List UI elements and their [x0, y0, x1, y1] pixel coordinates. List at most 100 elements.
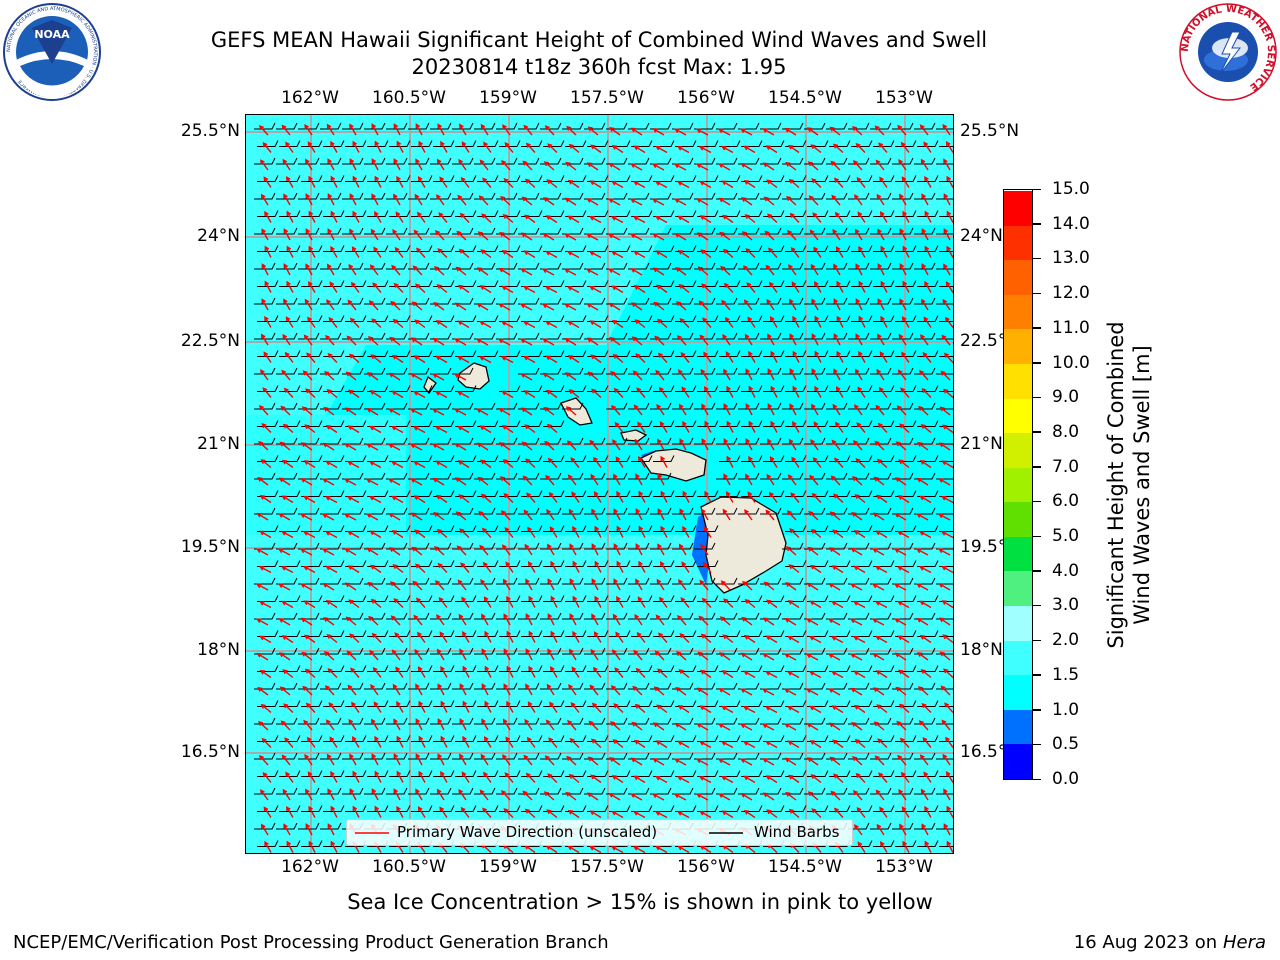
wave-direction-arrow	[634, 438, 643, 451]
wind-barb	[518, 122, 540, 130]
wind-barb	[455, 140, 477, 147]
wave-direction-arrow	[459, 212, 470, 223]
wind-barb	[829, 210, 851, 217]
wave-direction-arrow	[740, 688, 753, 696]
wind-barb	[873, 805, 895, 812]
wave-direction-arrow	[872, 618, 885, 626]
wave-direction-arrow	[742, 265, 753, 276]
wind-barb	[873, 385, 895, 392]
wave-direction-arrow	[346, 650, 357, 661]
wind-barb	[807, 350, 829, 357]
wind-barb	[672, 577, 694, 585]
wave-direction-arrow	[657, 543, 665, 556]
wave-direction-arrow	[633, 846, 646, 853]
wave-direction-arrow	[873, 476, 885, 486]
wind-barb	[628, 542, 650, 550]
wind-barb	[675, 560, 697, 567]
wave-direction-arrow	[462, 665, 470, 678]
wind-barb	[851, 280, 873, 287]
wind-barb	[895, 210, 917, 217]
wave-direction-arrow	[787, 144, 800, 154]
wave-direction-arrow	[923, 771, 932, 783]
wave-direction-arrow	[591, 613, 599, 626]
wave-direction-arrow	[545, 719, 555, 731]
wind-barb	[257, 350, 279, 357]
colorbar-segment	[1004, 501, 1032, 537]
wave-direction-arrow	[543, 161, 555, 171]
wave-direction-arrow	[391, 530, 404, 539]
wind-barb	[650, 542, 672, 550]
wind-barb	[675, 595, 697, 602]
wind-barb	[301, 840, 323, 847]
wave-direction-arrow	[479, 789, 489, 801]
wave-direction-arrow	[506, 700, 514, 713]
wave-direction-arrow	[828, 618, 841, 626]
wave-direction-arrow	[814, 280, 822, 293]
wave-direction-arrow	[920, 298, 929, 311]
wave-direction-arrow	[899, 737, 910, 748]
wave-direction-arrow	[924, 210, 932, 223]
wind-barb	[628, 437, 650, 445]
wave-direction-arrow	[593, 491, 602, 503]
wave-direction-arrow	[483, 596, 492, 608]
wave-direction-arrow	[698, 615, 709, 626]
wave-direction-arrow	[546, 179, 558, 189]
wave-direction-arrow	[920, 334, 929, 346]
wave-direction-arrow	[543, 406, 555, 416]
wave-direction-arrow	[832, 403, 841, 416]
wave-direction-arrow	[261, 298, 269, 311]
wave-direction-arrow	[677, 146, 690, 154]
wind-barb	[587, 665, 609, 672]
wind-barb	[807, 245, 829, 252]
wave-direction-arrow	[462, 735, 470, 748]
wave-direction-arrow	[417, 176, 426, 188]
wave-direction-arrow	[415, 597, 426, 608]
wind-barb	[254, 787, 276, 795]
wave-direction-arrow	[722, 214, 734, 224]
wind-barb	[389, 175, 411, 182]
wind-barb	[782, 367, 804, 375]
wave-direction-arrow	[349, 753, 357, 766]
wind-barb	[386, 647, 408, 655]
wave-direction-arrow	[396, 770, 404, 783]
wave-direction-arrow	[304, 424, 316, 434]
wave-direction-arrow	[417, 211, 426, 223]
wind-barb	[518, 717, 540, 725]
wave-direction-arrow	[806, 582, 819, 591]
wave-direction-arrow	[418, 735, 426, 748]
wind-barb	[408, 122, 430, 130]
wind-barb	[411, 210, 433, 217]
wind-barb	[760, 437, 782, 445]
wave-direction-arrow	[368, 300, 379, 311]
wave-direction-arrow	[655, 250, 668, 259]
wind-barb	[474, 577, 496, 585]
wave-direction-arrow	[765, 509, 775, 521]
wave-direction-arrow	[394, 246, 404, 258]
wave-direction-arrow	[942, 753, 951, 766]
wave-direction-arrow	[371, 123, 379, 136]
wind-barb	[609, 560, 631, 567]
wave-direction-arrow	[503, 613, 511, 626]
wind-barb	[474, 717, 496, 725]
wave-direction-arrow	[374, 175, 382, 188]
wind-barb	[782, 472, 804, 480]
wave-direction-arrow	[898, 669, 910, 679]
wave-direction-arrow	[785, 161, 797, 171]
wave-direction-arrow	[940, 370, 951, 381]
wave-direction-arrow	[327, 823, 335, 836]
lat-label-right: 25.5°N	[960, 121, 1020, 141]
wave-direction-arrow	[566, 755, 577, 766]
wind-barb	[716, 472, 738, 480]
wave-direction-arrow	[652, 758, 665, 766]
wind-barb	[870, 157, 892, 165]
wave-direction-arrow	[765, 671, 778, 679]
wave-direction-arrow	[902, 280, 910, 293]
wave-direction-arrow	[809, 705, 822, 714]
wave-direction-arrow	[850, 583, 863, 591]
wave-direction-arrow	[284, 351, 294, 363]
wave-direction-arrow	[459, 753, 467, 766]
wind-barb	[477, 805, 499, 812]
wave-direction-arrow	[897, 754, 907, 766]
wave-direction-arrow	[325, 531, 338, 539]
wave-direction-arrow	[611, 775, 624, 784]
